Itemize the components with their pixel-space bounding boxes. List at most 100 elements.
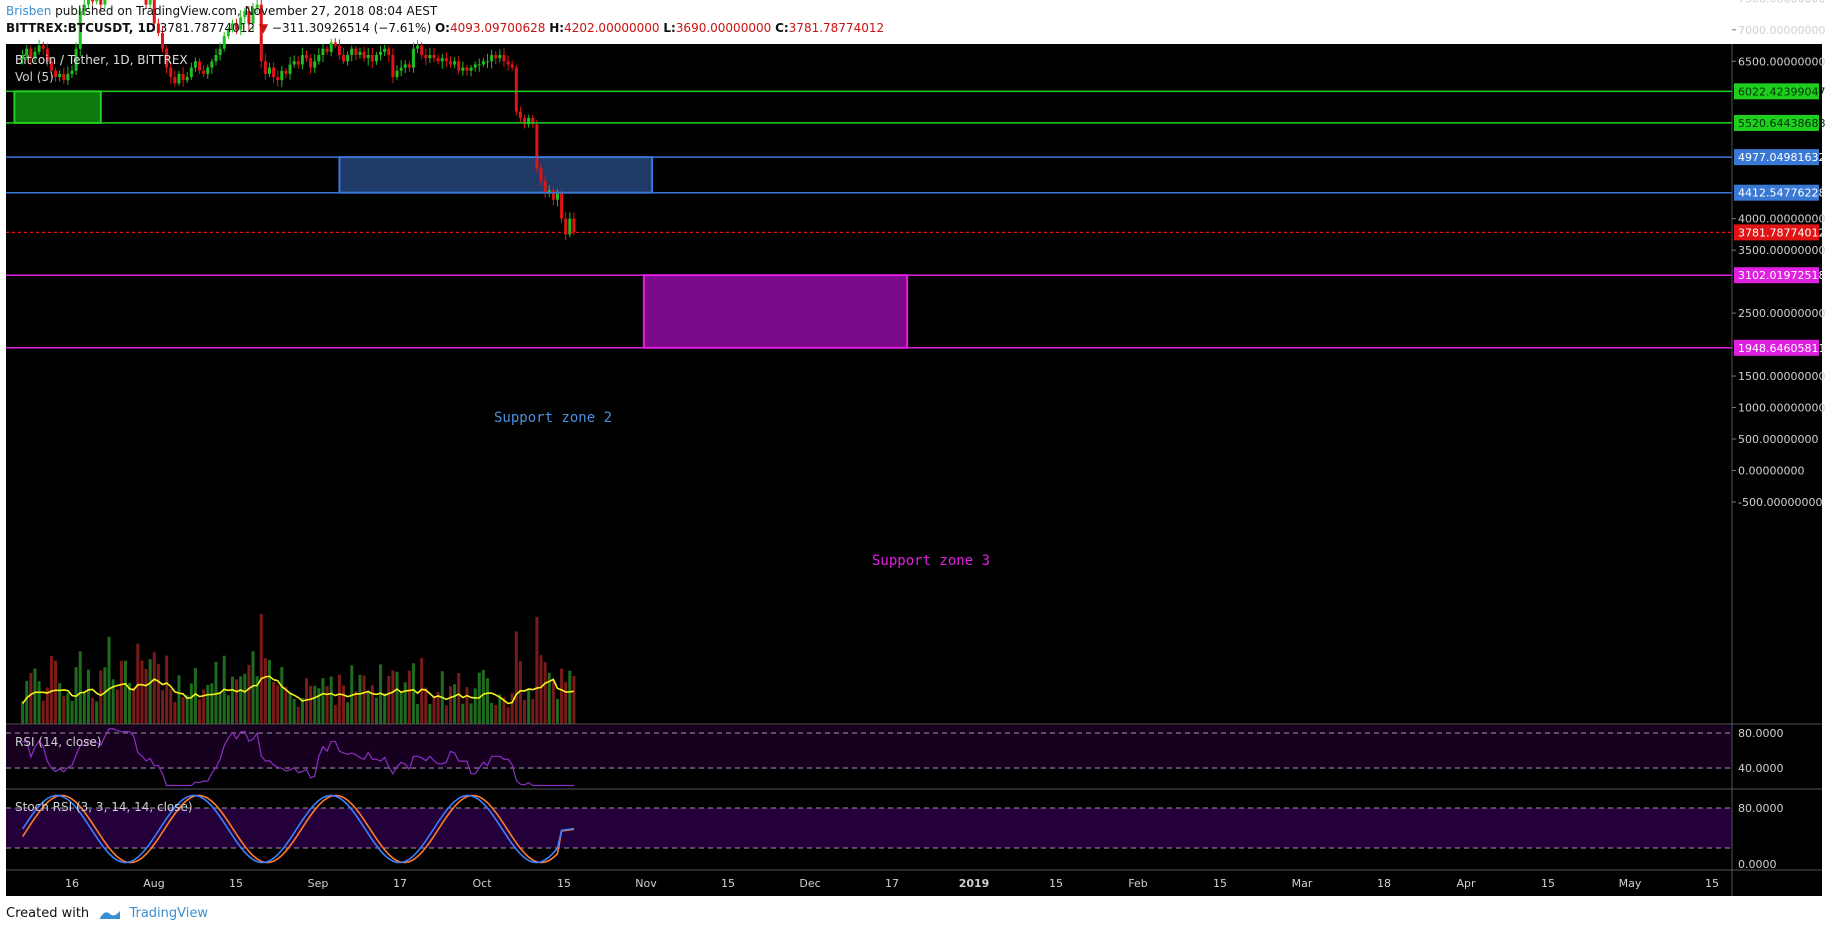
x-tick-label: 18 <box>1377 877 1391 890</box>
volume-bar <box>103 667 107 724</box>
zone-label-bg-magenta-bottom <box>1734 339 1819 356</box>
candle-body <box>547 190 551 194</box>
volume-bar <box>370 685 374 724</box>
volume-bar <box>86 669 90 724</box>
candle-body <box>226 29 230 37</box>
volume-bar <box>37 681 41 724</box>
candle-body <box>173 77 177 84</box>
candle-body <box>502 54 506 62</box>
author-link[interactable]: Brisben <box>6 4 52 18</box>
volume-bar <box>481 669 485 724</box>
volume-bar <box>267 659 271 724</box>
volume-bar <box>374 697 378 724</box>
candle-body <box>436 58 440 62</box>
candle-body <box>510 64 514 68</box>
candle-body <box>41 45 45 49</box>
candle-body <box>54 70 58 78</box>
price-tick-label: 7000.00000000 <box>1738 24 1825 37</box>
volume-bar <box>235 679 239 724</box>
candle-body <box>399 67 403 71</box>
candle-body <box>263 61 267 74</box>
candle-body <box>70 70 74 74</box>
candle-body <box>300 54 304 65</box>
candle-body <box>82 4 86 11</box>
candle-body <box>469 67 473 71</box>
footer: Created with TradingView <box>6 906 208 921</box>
zone-label-bg-magenta-top <box>1734 267 1819 284</box>
volume-bar <box>214 661 218 724</box>
volume-bar <box>226 695 230 724</box>
zone-label-blue-top: 4977.04981632 <box>1738 151 1825 164</box>
volume-bar <box>202 689 206 724</box>
candle-body <box>568 218 572 235</box>
candle-body <box>457 61 461 71</box>
rsi-label: RSI (14, close) <box>15 735 101 749</box>
volume-bar <box>547 672 551 724</box>
candle-body <box>259 4 263 62</box>
volume-bar <box>107 636 111 724</box>
candle-body <box>29 48 33 59</box>
volume-bar <box>70 700 74 724</box>
volume-bar <box>115 689 119 724</box>
volume-bar <box>296 706 300 724</box>
candle-body <box>230 23 234 30</box>
volume-bar <box>99 670 103 724</box>
volume-bar <box>502 697 506 724</box>
volume-bar <box>531 699 535 724</box>
volume-bar <box>395 671 399 724</box>
candle-body <box>477 64 481 66</box>
volume-bar <box>247 664 251 724</box>
tradingview-link[interactable]: TradingView <box>129 906 208 921</box>
volume-bar <box>342 685 346 724</box>
zone-lines <box>6 90 1732 349</box>
volume-bar <box>379 664 383 724</box>
price-change: −311.30926514 (−7.61%) <box>271 21 432 35</box>
candle-body <box>239 17 243 30</box>
volume-bar <box>95 701 99 724</box>
volume-bar <box>321 678 325 724</box>
volume-bar <box>444 705 448 724</box>
zone-label-green-top: 6022.42399047 <box>1738 85 1825 98</box>
volume-bar <box>366 690 370 724</box>
volume-bar <box>161 690 165 724</box>
last-price-label: 3781.78774012 <box>1738 226 1825 239</box>
candle-body <box>453 61 457 65</box>
volume-bar <box>473 688 477 724</box>
candle-body <box>243 10 247 18</box>
candle-body <box>185 77 189 81</box>
candle-body <box>473 64 477 68</box>
volume-bar <box>272 681 276 724</box>
x-tick-label: 15 <box>229 877 243 890</box>
published-text: published on TradingView.com, November 2… <box>51 4 438 18</box>
candle-body <box>564 218 568 235</box>
volume-bar <box>432 696 436 724</box>
volume-bar <box>403 682 407 724</box>
volume-bar <box>300 697 304 724</box>
volume-bar <box>358 674 362 724</box>
volume-bar <box>33 668 37 724</box>
x-tick-label: 15 <box>721 877 735 890</box>
candle-body <box>383 48 387 52</box>
volume-bar <box>539 655 543 724</box>
stoch-axis-ticks: 80.0000 0.0000 <box>1738 802 1784 871</box>
zone-label-green-bottom: 5520.64438688 <box>1738 117 1825 130</box>
x-tick-label: 17 <box>393 877 407 890</box>
support-zone-3-label: Support zone 3 <box>872 553 990 569</box>
candle-body <box>222 36 226 49</box>
price-tick-label: 2500.00000000 <box>1738 307 1825 320</box>
volume-bar <box>551 680 555 724</box>
rsi-tick-label: 80.0000 <box>1738 727 1784 740</box>
candle-body <box>161 32 165 49</box>
rsi-line <box>22 728 574 787</box>
candle-body <box>218 48 222 55</box>
zone-label-bg-blue-bottom <box>1734 184 1819 201</box>
x-tick-label: 2019 <box>959 877 990 890</box>
volume-bar <box>313 685 317 724</box>
volume-bar <box>383 693 387 724</box>
last-price-label-bg <box>1734 224 1819 241</box>
candle-body <box>523 117 527 125</box>
candle-body <box>481 61 485 65</box>
open-label: O: <box>434 21 450 35</box>
price-tick-label: 7500.00000000 <box>1738 0 1825 5</box>
